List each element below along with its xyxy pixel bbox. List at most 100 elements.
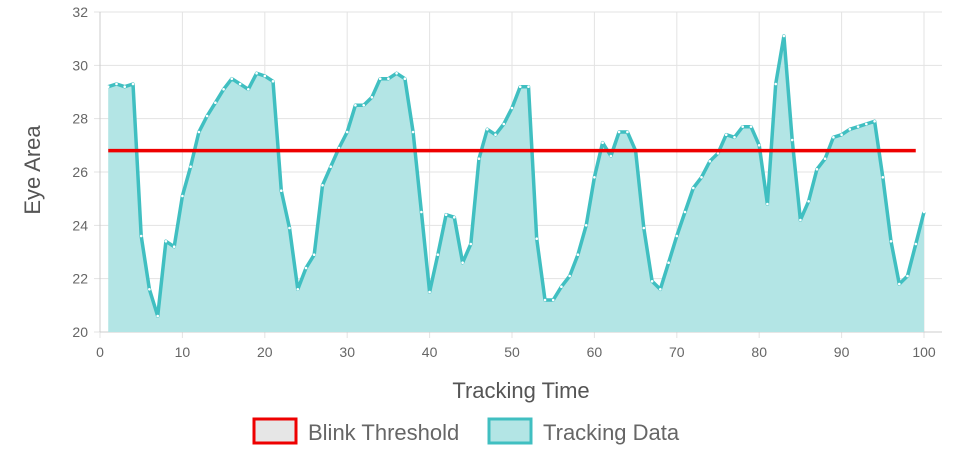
tracking-data-point-70[interactable] <box>683 210 687 214</box>
tracking-data-point-5[interactable] <box>148 288 151 291</box>
tracking-data-point-8[interactable] <box>172 245 176 248</box>
legend-swatch-blink-threshold[interactable] <box>252 417 298 445</box>
tracking-data-point-48[interactable] <box>502 122 506 126</box>
tracking-data-point-20[interactable] <box>271 80 275 83</box>
tracking-data-point-4[interactable] <box>139 234 143 238</box>
tracking-data-point-63[interactable] <box>626 130 629 134</box>
tracking-data-point-25[interactable] <box>312 253 316 256</box>
tracking-data-point-18[interactable] <box>255 72 258 75</box>
tracking-data-point-23[interactable] <box>296 288 300 291</box>
tracking-data-point-15[interactable] <box>230 77 234 80</box>
tracking-data-point-45[interactable] <box>477 157 481 160</box>
tracking-data-point-9[interactable] <box>181 194 184 198</box>
tracking-data-point-17[interactable] <box>247 88 250 91</box>
tracking-data-point-74[interactable] <box>716 152 720 155</box>
tracking-data-point-68[interactable] <box>667 261 670 265</box>
tracking-data-point-89[interactable] <box>840 133 843 136</box>
tracking-data-point-26[interactable] <box>321 184 324 187</box>
tracking-data-point-14[interactable] <box>222 88 225 91</box>
legend-label-blink-threshold[interactable]: Blink Threshold <box>308 420 459 445</box>
tracking-data-point-40[interactable] <box>436 253 440 256</box>
tracking-data-point-61[interactable] <box>609 154 613 158</box>
tracking-data-point-58[interactable] <box>584 224 588 227</box>
tracking-data-point-99[interactable] <box>922 210 926 214</box>
tracking-data-point-98[interactable] <box>914 242 918 246</box>
tracking-data-point-37[interactable] <box>411 130 415 134</box>
tracking-data-point-55[interactable] <box>560 285 563 289</box>
tracking-data-point-59[interactable] <box>593 176 596 179</box>
tracking-data-point-82[interactable] <box>782 34 786 38</box>
tracking-data-point-43[interactable] <box>461 261 464 265</box>
tracking-data-point-62[interactable] <box>617 130 621 134</box>
tracking-data-point-19[interactable] <box>263 74 267 78</box>
tracking-data-point-88[interactable] <box>832 136 835 139</box>
tracking-data-point-13[interactable] <box>214 101 217 104</box>
tracking-data-point-7[interactable] <box>164 240 168 243</box>
tracking-data-point-66[interactable] <box>650 280 654 283</box>
tracking-data-point-3[interactable] <box>131 82 135 86</box>
tracking-data-point-49[interactable] <box>510 106 514 110</box>
tracking-data-point-38[interactable] <box>420 210 423 214</box>
tracking-data-point-97[interactable] <box>906 274 909 278</box>
tracking-data-point-79[interactable] <box>757 144 761 147</box>
tracking-data-point-36[interactable] <box>403 77 407 80</box>
tracking-data-point-28[interactable] <box>337 146 341 150</box>
tracking-data-point-10[interactable] <box>189 165 192 168</box>
tracking-data-point-75[interactable] <box>724 133 728 136</box>
legend-swatch-tracking-data[interactable] <box>487 417 533 445</box>
tracking-data-point-77[interactable] <box>741 125 744 128</box>
tracking-data-point-51[interactable] <box>527 85 530 88</box>
tracking-data-point-85[interactable] <box>807 200 810 203</box>
tracking-data-point-22[interactable] <box>288 226 291 230</box>
tracking-data-point-47[interactable] <box>494 133 497 136</box>
tracking-data-point-0[interactable] <box>106 85 110 88</box>
tracking-data-point-12[interactable] <box>205 114 209 118</box>
tracking-data-point-33[interactable] <box>378 77 382 80</box>
tracking-data-point-50[interactable] <box>518 85 522 88</box>
tracking-data-point-56[interactable] <box>568 274 571 278</box>
tracking-data-point-11[interactable] <box>197 130 201 134</box>
tracking-data-point-93[interactable] <box>873 120 876 123</box>
tracking-data-point-34[interactable] <box>387 77 390 80</box>
tracking-data-point-92[interactable] <box>865 122 868 126</box>
tracking-data-point-96[interactable] <box>898 282 901 286</box>
tracking-data-point-76[interactable] <box>733 136 736 139</box>
tracking-data-point-39[interactable] <box>428 290 431 294</box>
tracking-data-point-42[interactable] <box>453 216 456 219</box>
tracking-data-point-29[interactable] <box>345 130 349 134</box>
tracking-data-point-1[interactable] <box>115 82 118 86</box>
tracking-data-point-35[interactable] <box>395 72 398 75</box>
tracking-data-point-86[interactable] <box>815 168 819 171</box>
tracking-data-point-81[interactable] <box>774 82 777 86</box>
tracking-data-point-84[interactable] <box>799 218 802 222</box>
tracking-data-point-65[interactable] <box>642 226 646 230</box>
tracking-data-point-94[interactable] <box>881 176 885 179</box>
tracking-data-point-78[interactable] <box>749 125 753 128</box>
tracking-data-point-31[interactable] <box>362 104 366 107</box>
tracking-data-point-60[interactable] <box>601 141 604 144</box>
tracking-data-point-24[interactable] <box>304 266 308 270</box>
tracking-data-point-72[interactable] <box>700 176 703 179</box>
tracking-data-point-54[interactable] <box>551 298 555 302</box>
tracking-data-point-83[interactable] <box>790 138 794 142</box>
tracking-data-point-52[interactable] <box>535 237 538 240</box>
tracking-data-point-16[interactable] <box>238 82 242 86</box>
tracking-data-point-30[interactable] <box>354 104 357 107</box>
tracking-data-point-90[interactable] <box>848 128 852 131</box>
tracking-data-point-80[interactable] <box>766 202 769 206</box>
tracking-data-point-57[interactable] <box>576 253 580 256</box>
tracking-data-point-71[interactable] <box>692 186 695 190</box>
tracking-data-point-73[interactable] <box>708 160 712 163</box>
tracking-data-point-91[interactable] <box>856 125 860 128</box>
tracking-data-point-53[interactable] <box>543 298 547 302</box>
tracking-data-point-21[interactable] <box>280 189 283 192</box>
tracking-data-point-87[interactable] <box>823 157 827 160</box>
tracking-data-point-27[interactable] <box>329 165 333 168</box>
tracking-data-point-67[interactable] <box>659 288 662 291</box>
tracking-data-point-95[interactable] <box>889 240 893 243</box>
tracking-data-point-46[interactable] <box>486 128 489 131</box>
tracking-data-point-6[interactable] <box>156 314 159 318</box>
tracking-data-point-44[interactable] <box>469 242 473 246</box>
legend-label-tracking-data[interactable]: Tracking Data <box>543 420 680 445</box>
tracking-data-point-41[interactable] <box>444 213 448 216</box>
